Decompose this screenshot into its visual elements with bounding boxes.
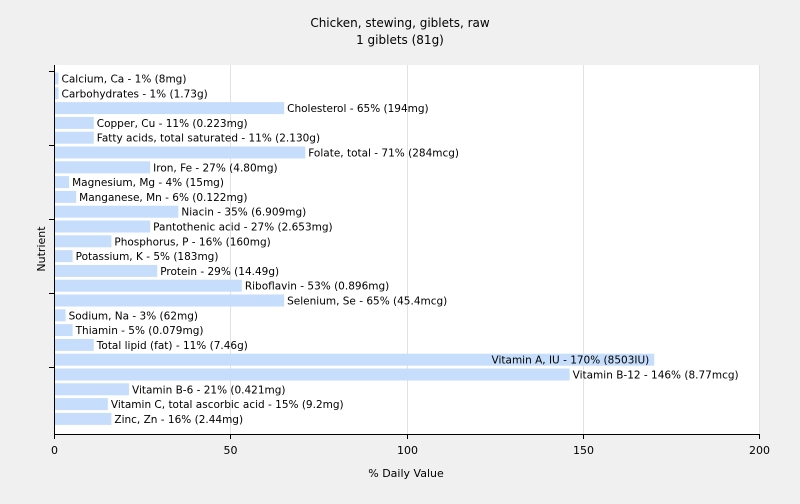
chart-title: Chicken, stewing, giblets, raw [310, 16, 490, 30]
bar [55, 383, 130, 396]
bar-label: Cholesterol - 65% (194mg) [287, 103, 429, 115]
bar-label: Vitamin C, total ascorbic acid - 15% (9.… [111, 399, 344, 411]
bar [55, 338, 94, 351]
bar-label: Protein - 29% (14.49g) [160, 266, 279, 278]
bar-label: Phosphorus, P - 16% (160mg) [114, 236, 270, 248]
x-axis-label: % Daily Value [368, 467, 444, 480]
bar [55, 294, 285, 307]
bar [55, 353, 655, 366]
bar-label: Magnesium, Mg - 4% (15mg) [72, 177, 224, 189]
bar [55, 87, 59, 100]
bar [55, 412, 112, 425]
bar-label: Potassium, K - 5% (183mg) [76, 251, 219, 263]
bar [55, 205, 179, 218]
x-tick-label: 0 [51, 444, 58, 457]
bar-label: Pantothenic acid - 27% (2.653mg) [153, 222, 332, 234]
axes-group: 0 50 100 150 200 [49, 65, 770, 457]
bar-label: Carbohydrates - 1% (1.73g) [62, 88, 208, 100]
bar [55, 176, 70, 189]
bar [55, 324, 73, 337]
bar-label: Selenium, Se - 65% (45.4mcg) [287, 296, 447, 308]
bar [55, 116, 94, 129]
bar-label: Vitamin B-12 - 146% (8.77mcg) [573, 370, 739, 382]
bar [55, 398, 108, 411]
bar [55, 235, 112, 248]
bar-label: Fatty acids, total saturated - 11% (2.13… [97, 133, 320, 145]
bar-label: Zinc, Zn - 16% (2.44mg) [114, 414, 243, 426]
bar [55, 309, 66, 322]
bar [55, 102, 285, 115]
bar-label: Manganese, Mn - 6% (0.122mg) [79, 192, 247, 204]
x-tick-label: 50 [224, 444, 238, 457]
bar-label: Vitamin A, IU - 170% (8503IU) [492, 355, 650, 367]
bar-label: Iron, Fe - 27% (4.80mg) [153, 162, 277, 174]
x-tick-label: 200 [749, 444, 770, 457]
bar [55, 279, 242, 292]
bar [55, 146, 306, 159]
bar [55, 264, 158, 277]
y-axis-label: Nutrient [35, 226, 48, 272]
bar [55, 131, 94, 144]
bar-label: Copper, Cu - 11% (0.223mg) [97, 118, 248, 130]
bar-label: Thiamin - 5% (0.079mg) [75, 325, 204, 337]
bar-label: Vitamin B-6 - 21% (0.421mg) [132, 384, 286, 396]
chart-subtitle: 1 giblets (81g) [356, 33, 444, 47]
bar-label: Folate, total - 71% (284mcg) [308, 148, 459, 160]
bar [55, 72, 59, 85]
bar [55, 220, 151, 233]
bar-label: Riboflavin - 53% (0.896mg) [245, 281, 389, 293]
bars-group: Calcium, Ca - 1% (8mg) Carbohydrates - 1%… [55, 72, 739, 426]
bar-label: Total lipid (fat) - 11% (7.46g) [96, 340, 248, 352]
bar-label: Sodium, Na - 3% (62mg) [69, 310, 198, 322]
x-tick-label: 100 [397, 444, 418, 457]
bar [55, 368, 570, 381]
bar [55, 190, 77, 203]
bar-label: Niacin - 35% (6.909mg) [181, 207, 306, 219]
bar [55, 250, 73, 263]
bar [55, 161, 151, 174]
x-tick-label: 150 [573, 444, 594, 457]
bar-label: Calcium, Ca - 1% (8mg) [62, 74, 187, 86]
